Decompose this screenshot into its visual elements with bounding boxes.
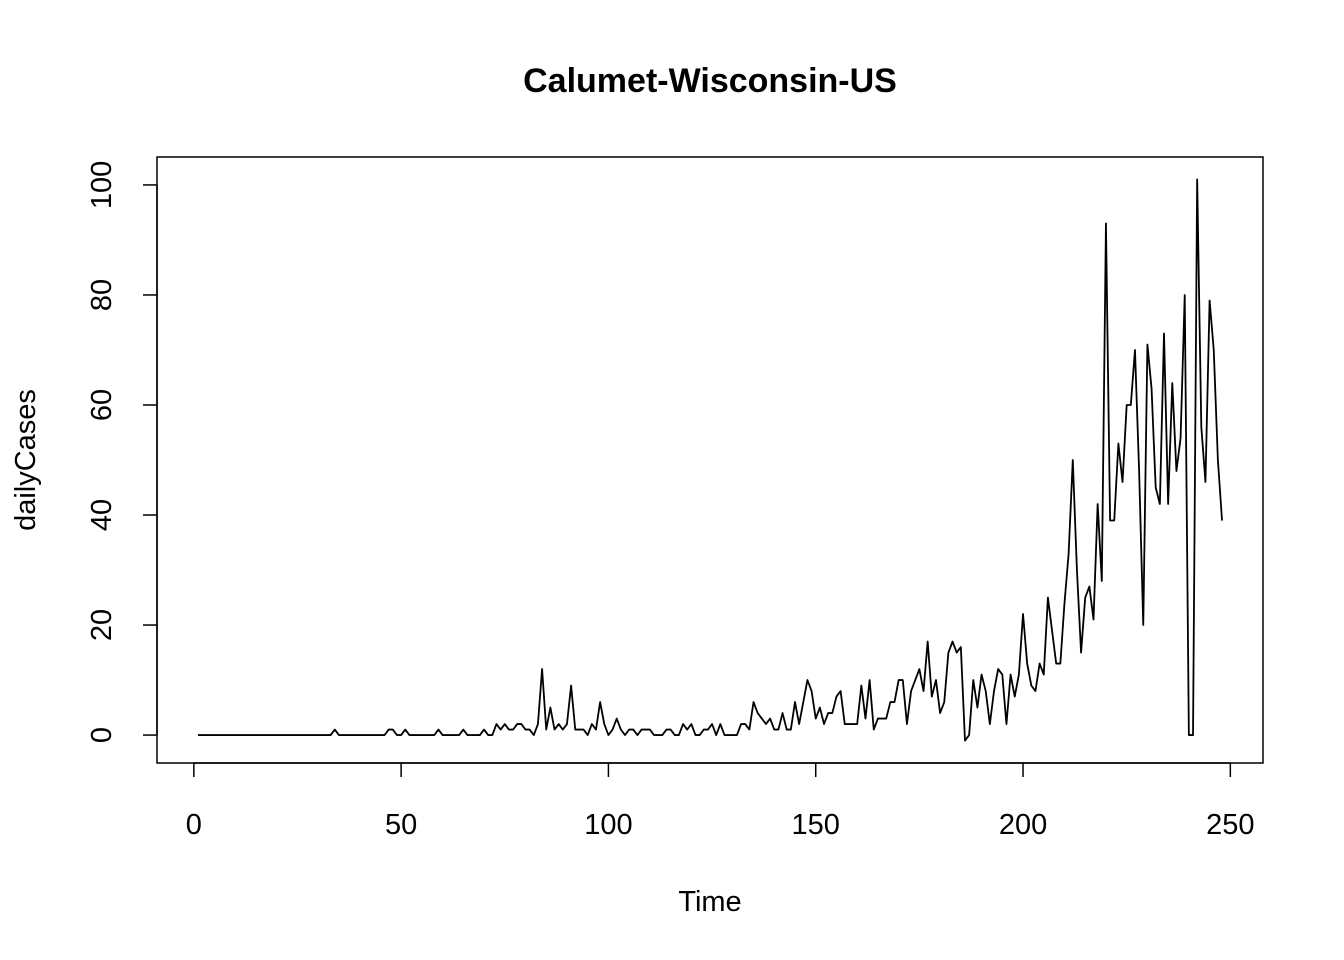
x-tick-label: 150	[792, 809, 840, 841]
y-axis-label: dailyCases	[10, 389, 42, 531]
y-tick-label: 0	[86, 727, 118, 743]
y-tick-label: 40	[86, 499, 118, 531]
y-tick-label: 80	[86, 279, 118, 311]
y-tick-label: 60	[86, 389, 118, 421]
x-tick-label: 0	[186, 809, 202, 841]
x-tick-label: 50	[385, 809, 417, 841]
x-tick-label: 250	[1206, 809, 1254, 841]
chart-title: Calumet-Wisconsin-US	[523, 62, 897, 100]
plot-box	[156, 156, 1264, 764]
x-axis-label: Time	[678, 886, 741, 918]
data-line	[197, 178, 1223, 742]
x-tick-label: 100	[584, 809, 632, 841]
y-tick-label: 20	[86, 609, 118, 641]
x-tick-label: 200	[999, 809, 1047, 841]
y-tick-label: 100	[86, 161, 118, 209]
